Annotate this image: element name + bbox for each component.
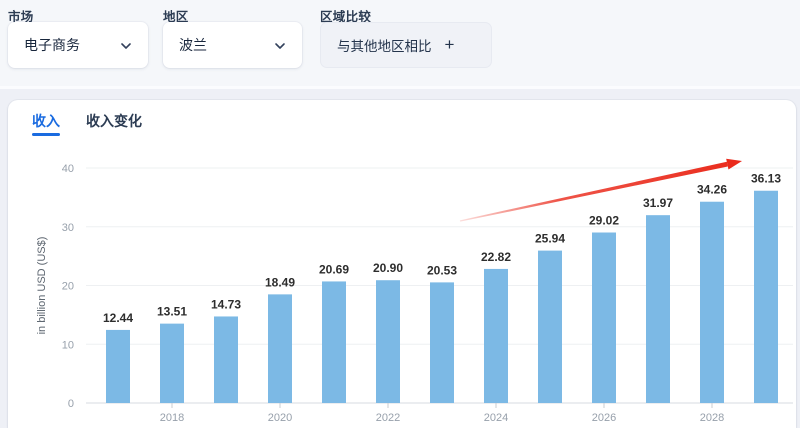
bar-2021[interactable] [322,281,346,403]
market-select-value: 电子商务 [24,37,80,53]
bar-value-label: 14.73 [211,297,241,311]
bar-2025[interactable] [538,250,562,403]
bar-value-label: 20.90 [373,261,403,275]
region-filter-group: 地区 波兰 [163,6,302,68]
comparison-filter-label: 区域比较 [320,10,372,24]
bar-value-label: 25.94 [535,232,565,246]
y-tick-label: 0 [68,398,74,410]
plus-icon: + [444,35,455,54]
filter-bar: 市场 电子商务 地区 波兰 区域比较 与其他地区相比 + [0,0,800,89]
bar-2017[interactable] [106,329,130,403]
chart-card: 收入 收入变化 0 10 20 30 40 in billion USD (US$) 12.… [8,100,796,428]
bar-value-label: 20.53 [427,263,457,277]
chevron-down-icon [274,39,286,51]
x-tick-label: 2022 [376,412,400,424]
bar-value-label: 12.44 [103,311,133,325]
region-select[interactable]: 波兰 [163,22,302,68]
bar-value-label: 22.82 [481,250,511,264]
compare-regions-button-label: 与其他地区相比 [337,39,432,54]
bar-2020[interactable] [268,294,292,403]
bar-value-label: 20.69 [319,262,349,276]
market-filter-group: 市场 电子商务 [8,6,148,68]
bar-2029[interactable] [754,190,778,403]
comparison-filter-group: 区域比较 与其他地区相比 + [320,6,492,68]
trend-arrow-shaft [459,161,728,222]
tab-revenue-change[interactable]: 收入变化 [86,113,142,129]
tab-bar: 收入 收入变化 [32,100,142,140]
chevron-down-icon [120,39,132,51]
y-tick-label: 20 [62,281,74,293]
bar-2026[interactable] [592,232,616,403]
y-tick-label: 10 [62,339,74,351]
bar-2023[interactable] [430,282,454,403]
x-tick-label: 2028 [700,412,724,424]
bar-value-label: 13.51 [157,305,187,319]
y-tick-label: 40 [62,163,74,175]
x-tick-label: 2026 [592,412,616,424]
bar-value-label: 18.49 [265,275,295,289]
y-axis-title: in billion USD (US$) [36,237,48,335]
market-filter-label: 市场 [8,10,34,24]
bar-2028[interactable] [700,201,724,403]
bar-2019[interactable] [214,316,238,403]
bar-value-label: 31.97 [643,196,673,210]
bar-value-label: 34.26 [697,183,727,197]
bar-value-label: 29.02 [589,214,619,228]
bar-chart[interactable]: 0 10 20 30 40 in billion USD (US$) 12.44 13.51 1… [8,140,796,428]
compare-regions-button[interactable]: 与其他地区相比 + [320,22,492,68]
bar-2022[interactable] [376,280,400,403]
x-tick-label: 2018 [160,412,184,424]
bar-2018[interactable] [160,323,184,403]
region-filter-label: 地区 [163,10,189,24]
bar-2027[interactable] [646,215,670,403]
bar-2024[interactable] [484,268,508,403]
bar-value-label: 36.13 [751,172,781,186]
market-select[interactable]: 电子商务 [8,22,148,68]
trend-arrow-head [726,158,742,170]
x-tick-label: 2024 [484,412,508,424]
tab-revenue[interactable]: 收入 [32,100,60,140]
y-tick-label: 30 [62,222,74,234]
bar-chart-svg[interactable]: 0 10 20 30 40 in billion USD (US$) 12.44 13.51 1… [8,140,796,428]
x-tick-label: 2020 [268,412,292,424]
region-select-value: 波兰 [179,37,207,53]
